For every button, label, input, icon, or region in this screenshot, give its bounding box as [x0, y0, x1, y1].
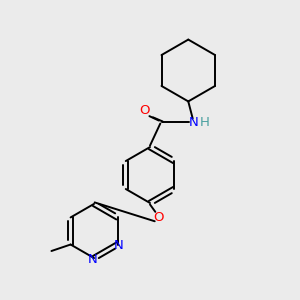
Text: H: H [200, 116, 210, 128]
Text: N: N [188, 116, 198, 128]
Text: O: O [139, 104, 149, 117]
Text: N: N [114, 239, 124, 253]
Text: N: N [88, 253, 98, 266]
Text: O: O [153, 211, 164, 224]
